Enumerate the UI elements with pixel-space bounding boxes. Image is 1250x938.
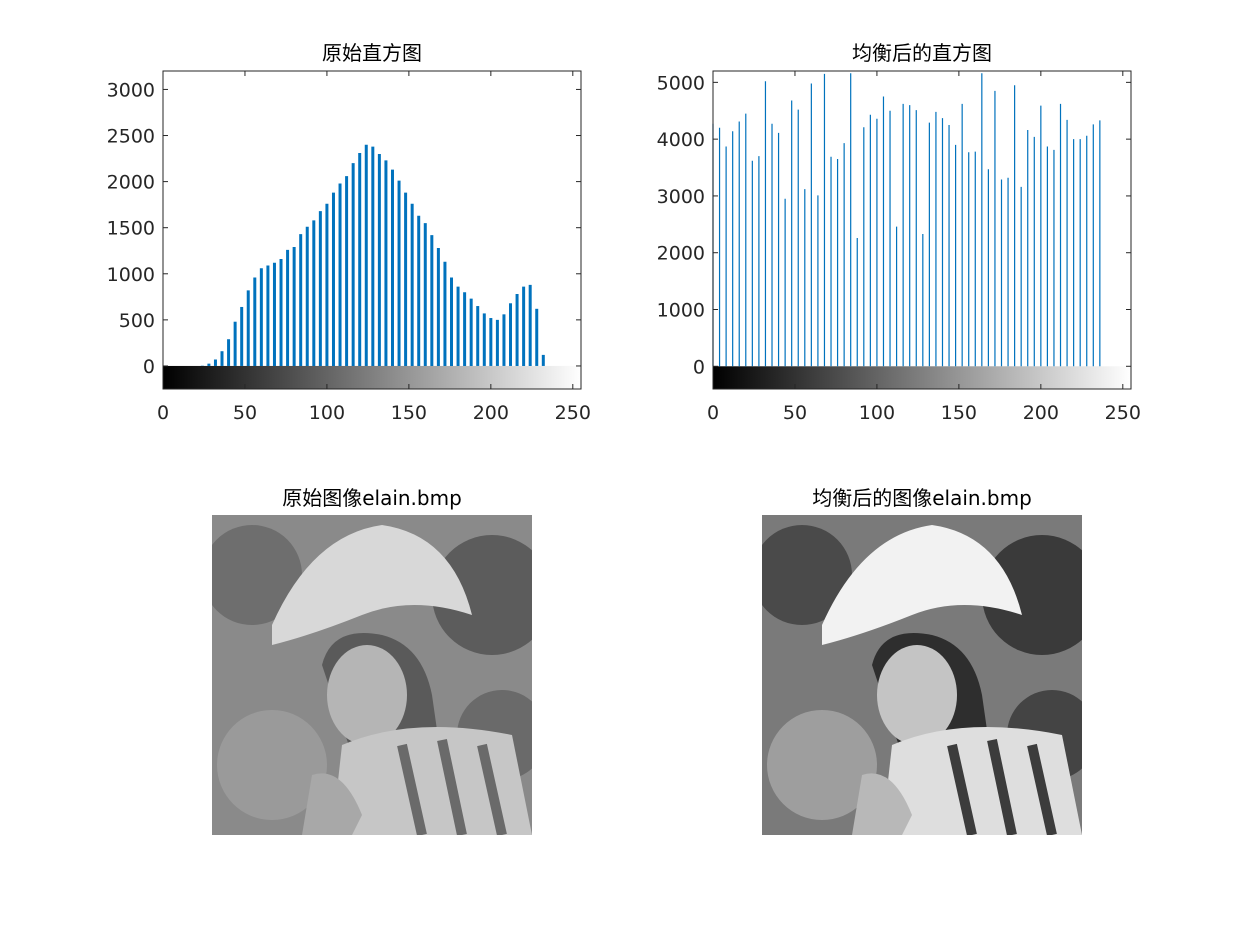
- image-title-original: 原始图像elain.bmp: [282, 486, 462, 510]
- axes-box: [162, 70, 582, 390]
- chart-title: 原始直方图: [322, 41, 422, 65]
- grayscale-colorbar: [163, 365, 581, 389]
- y-tick-label: 2000: [107, 172, 155, 194]
- y-tick-label: 2500: [107, 126, 155, 148]
- chart-eq: 0 1000 2000 3000 4000 5000 0 50 100 150 200 250 均衡后的…: [657, 41, 1141, 424]
- y-tick-label: 1500: [107, 218, 155, 240]
- x-tick-label: 0: [707, 402, 719, 424]
- equalized-image: [762, 515, 1082, 835]
- y-tick-label: 3000: [107, 79, 155, 101]
- image-title-equalized: 均衡后的图像elain.bmp: [812, 486, 1032, 510]
- x-tick-label: 150: [941, 402, 977, 424]
- chart-orig: 0 500 1000 1500 2000 2500 3000 0 50 100 150 200 250 原…: [107, 41, 591, 424]
- grayscale-colorbar: [713, 366, 1131, 389]
- x-tick-label: 150: [391, 402, 427, 424]
- y-tick-label: 3000: [657, 186, 705, 208]
- y-tick-label: 4000: [657, 129, 705, 151]
- x-tick-label: 100: [859, 402, 895, 424]
- x-tick-label: 200: [1023, 402, 1059, 424]
- x-tick-label: 250: [1105, 402, 1141, 424]
- x-tick-label: 50: [233, 402, 257, 424]
- y-tick-label: 1000: [657, 300, 705, 322]
- x-tick-label: 250: [555, 402, 591, 424]
- original-image: [212, 515, 532, 835]
- x-tick-label: 0: [157, 402, 169, 424]
- y-tick-label: 500: [119, 310, 155, 332]
- axes-box: [712, 70, 1132, 390]
- y-tick-label: 1000: [107, 264, 155, 286]
- chart-title: 均衡后的直方图: [852, 41, 992, 65]
- x-tick-label: 50: [783, 402, 807, 424]
- y-tick-label: 2000: [657, 243, 705, 265]
- y-tick-label: 0: [693, 356, 705, 378]
- x-tick-label: 200: [473, 402, 509, 424]
- x-tick-label: 100: [309, 402, 345, 424]
- y-tick-label: 5000: [657, 72, 705, 94]
- y-tick-label: 0: [143, 356, 155, 378]
